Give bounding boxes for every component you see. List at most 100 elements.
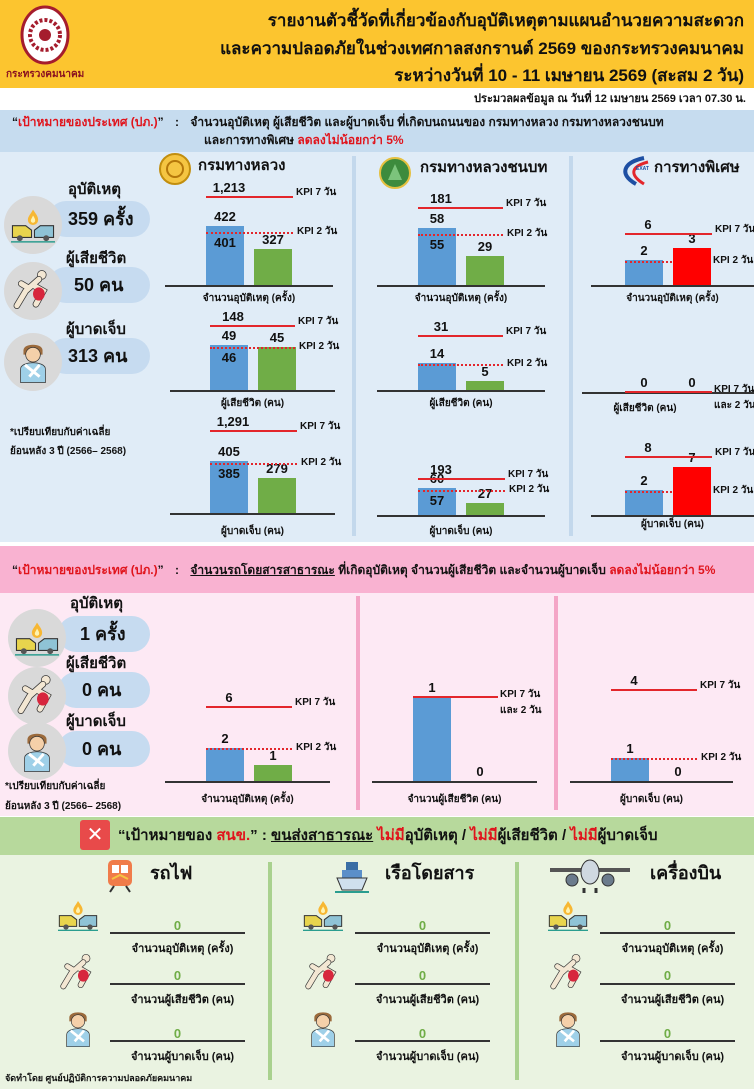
value-line: [600, 983, 735, 985]
goal-item: ผู้บาดเจ็บ: [597, 827, 658, 844]
kpi7-label: KPI 7 วัน: [300, 421, 341, 432]
stat-title: อุบัติเหตุ: [68, 181, 122, 198]
current-value: 29: [477, 239, 493, 254]
avg-bar: [418, 363, 456, 390]
kpi7-value: 181: [430, 191, 452, 206]
kpi7-label: KPI 7 วัน: [714, 384, 754, 395]
quote-close: ”: [157, 115, 164, 129]
kpi7-line: [418, 207, 503, 209]
chart-axis-label: จำนวนอุบัติเหตุ (ครั้ง): [202, 293, 296, 304]
stat-pill: [58, 616, 150, 652]
kpi2-line: [418, 234, 503, 236]
kpi7-label: KPI 7 วัน: [295, 697, 336, 708]
note-line-1: *เปรียบเทียบกับค่าเฉลี่ย: [5, 781, 106, 792]
column-divider: [515, 862, 519, 1080]
avg-bar: [206, 226, 244, 285]
stat-pill: [48, 201, 150, 237]
mode-value: 0: [663, 1026, 672, 1041]
ship-icon: [335, 862, 369, 893]
none-label: ไม่มี: [570, 827, 598, 844]
kpi2-label: KPI 2 วัน: [713, 485, 754, 496]
avg-value: 1: [428, 680, 436, 695]
injured-person-icon: [11, 340, 55, 384]
crash-icon: [11, 203, 55, 247]
section2-goal-bar: “เป้าหมายของประเทศ (ปภ.)” : จำนวนรถโดยสา…: [0, 546, 754, 593]
kpi2-value: 46: [221, 350, 237, 365]
kpi7-label: KPI 7 วัน: [296, 187, 337, 198]
report-title-line-1: รายงานตัวชี้วัดที่เกี่ยวข้องกับอุบัติเหต…: [267, 11, 744, 30]
stat-icon-circle: [4, 333, 62, 391]
value-line: [110, 983, 245, 985]
kpi7-line: [206, 706, 292, 708]
stat-icon-circle: [8, 722, 66, 780]
column-divider: [356, 596, 360, 810]
chart-axis-label: ผู้บาดเจ็บ (คน): [221, 526, 284, 537]
kpi2-line: [210, 463, 297, 465]
mode-value: 0: [173, 1026, 182, 1041]
stat-icon-circle: [8, 667, 66, 725]
mode-value: 0: [663, 918, 672, 933]
kpi7-value: 148: [222, 309, 244, 324]
goal-org: สนข.: [216, 827, 251, 844]
kpi7-label: KPI 7 วัน: [508, 469, 549, 480]
goal-target: ลดลงไม่น้อยกว่า 5%: [609, 563, 716, 577]
kpi7-label: KPI 7 วัน: [715, 447, 754, 458]
stat-pill: [58, 672, 150, 708]
chart-axis-label: ผู้เสียชีวิต (คน): [429, 398, 493, 409]
kpi2-label: KPI 2 วัน: [509, 484, 550, 495]
stat-title: ผู้บาดเจ็บ: [66, 321, 126, 338]
none-label: ไม่มี: [470, 827, 498, 844]
kpi2-line: [418, 490, 505, 492]
kpi7-label: KPI 7 วัน: [506, 326, 547, 337]
cross-icon: ✕: [80, 820, 110, 850]
stat-icon-circle: [4, 262, 62, 320]
value-line: [355, 1040, 490, 1042]
chart-baseline: [591, 285, 754, 287]
header: กระทรวงคมนาคม รายงานตัวชี้วัดที่เกี่ยวข้…: [0, 0, 754, 88]
report-title-line-2: และความปลอดภัยในช่วงเทศกาลสงกรานต์ 2569 …: [220, 39, 744, 58]
avg-bar: [625, 260, 663, 285]
value-line: [110, 932, 245, 934]
kpi2-line: [206, 748, 292, 750]
avg-value: 2: [640, 473, 648, 488]
mode-value: 0: [418, 1026, 427, 1041]
column-divider: [569, 156, 573, 536]
chart-baseline: [165, 781, 330, 783]
stat-value: 1 ครั้ง: [80, 624, 126, 644]
avg-value: 14: [429, 346, 445, 361]
train-icon: [108, 860, 132, 893]
injured-person-icon: [15, 729, 59, 773]
mode-value: 0: [418, 968, 427, 983]
kpi-line: [625, 391, 712, 393]
kpi2-label: KPI 2 วัน: [507, 228, 548, 239]
current-bar: [466, 503, 504, 515]
report-title-line-3: ระหว่างวันที่ 10 - 11 เมษายน 2569 (สะสม …: [394, 66, 744, 85]
value-line: [600, 932, 735, 934]
goal-open: “เป้าหมายของ: [118, 827, 217, 844]
goal-text-2: และการทางพิเศษ: [204, 133, 295, 147]
stat-title: อุบัติเหตุ: [70, 595, 124, 612]
value-line: [355, 983, 490, 985]
kpi7-line: [210, 325, 295, 327]
avg-bar: [206, 748, 244, 781]
kpi7-line: [418, 478, 505, 480]
colon: :: [174, 563, 179, 577]
mode-row-label: จำนวนผู้บาดเจ็บ (คน): [375, 1051, 480, 1063]
chart-baseline: [582, 392, 754, 394]
chart-axis-label: จำนวนอุบัติเหตุ (ครั้ง): [414, 293, 508, 304]
agency-doh: กรมทางหลวง: [198, 157, 286, 174]
drr-logo-icon: [379, 157, 411, 189]
kpi2-line: [625, 491, 672, 493]
kpi7-value: 6: [644, 217, 652, 232]
stat-value: 0 คน: [82, 680, 122, 700]
value-line: [110, 1040, 245, 1042]
agency-drr: กรมทางหลวงชนบท: [420, 159, 548, 176]
crash-icon: [58, 895, 98, 940]
goal-subject: ขนส่งสาธารณะ: [271, 827, 374, 844]
kpi7-line: [206, 196, 293, 198]
chart-axis-label: ผู้เสียชีวิต (คน): [613, 403, 677, 414]
kpi2-value: 385: [218, 466, 240, 481]
current-value: 3: [688, 231, 696, 246]
chart-baseline: [377, 390, 545, 392]
none-label: ไม่มี: [377, 827, 405, 844]
